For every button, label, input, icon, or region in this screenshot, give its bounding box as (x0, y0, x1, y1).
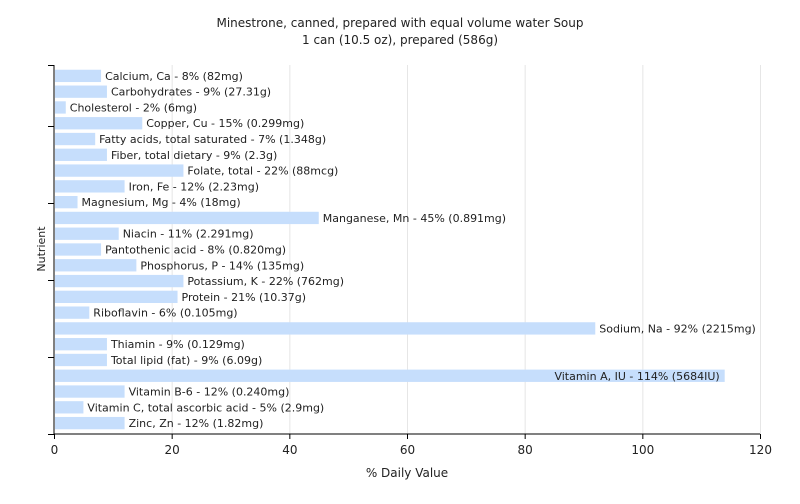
bar-label: Potassium, K - 22% (762mg) (187, 275, 344, 288)
x-ticks: 0 20 40 60 80 100 120 (51, 434, 772, 457)
bar-label: Manganese, Mn - 45% (0.891mg) (323, 212, 506, 225)
bar (55, 227, 119, 240)
bar (55, 274, 184, 288)
bar (55, 180, 125, 193)
bar-label: Iron, Fe - 12% (2.23mg) (129, 180, 259, 193)
bar (55, 338, 107, 351)
bar-label: Calcium, Ca - 8% (82mg) (105, 70, 243, 83)
bar-label: Phosphorus, P - 14% (135mg) (140, 259, 304, 272)
bar-label: Magnesium, Mg - 4% (18mg) (82, 196, 241, 209)
bar (55, 195, 78, 209)
bar (55, 290, 178, 304)
bars: Calcium, Ca - 8% (82mg) Carbohydrates - 9… (55, 69, 756, 430)
bar-label: Cholesterol - 2% (6mg) (70, 101, 197, 114)
bar-label: Carbohydrates - 9% (27.31g) (111, 86, 271, 99)
bar (55, 148, 107, 161)
chart-subtitle: 1 can (10.5 oz), prepared (586g) (302, 33, 498, 47)
x-tick-label: 0 (51, 443, 59, 457)
bar (55, 416, 125, 430)
x-tick-label: 80 (518, 443, 533, 457)
bar (55, 164, 184, 177)
bar-label: Folate, total - 22% (88mcg) (187, 165, 338, 178)
x-tick-label: 40 (282, 443, 297, 457)
x-tick-label: 100 (631, 443, 654, 457)
bar (55, 117, 143, 130)
bar (55, 353, 107, 367)
bar (55, 259, 137, 272)
bar-label: Protein - 21% (10.37g) (182, 291, 307, 304)
bar-label: Riboflavin - 6% (0.105mg) (93, 307, 237, 320)
x-axis-label: % Daily Value (366, 466, 448, 480)
bar (55, 369, 725, 382)
bar (55, 322, 596, 335)
bar (55, 69, 102, 83)
bar (55, 306, 90, 319)
y-axis-label: Nutrient (35, 226, 48, 272)
bar (55, 101, 66, 114)
bar-label: Zinc, Zn - 12% (1.82mg) (129, 417, 264, 430)
bar-label: Sodium, Na - 92% (2215mg) (599, 322, 756, 335)
bar-label: Fiber, total dietary - 9% (2.3g) (111, 149, 277, 162)
x-tick-label: 120 (749, 443, 772, 457)
bar (55, 132, 96, 146)
x-tick-label: 60 (400, 443, 415, 457)
bar-label: Pantothenic acid - 8% (0.820mg) (105, 244, 286, 257)
bar (55, 243, 102, 256)
bar-label: Vitamin C, total ascorbic acid - 5% (2.9… (87, 401, 324, 414)
bar (55, 385, 125, 398)
chart-title: Minestrone, canned, prepared with equal … (216, 16, 583, 30)
bar (55, 401, 84, 414)
bar-label: Total lipid (fat) - 9% (6.09g) (110, 354, 262, 367)
grid-lines (171, 65, 761, 434)
bar-label: Vitamin B-6 - 12% (0.240mg) (129, 386, 290, 399)
bar-label: Copper, Cu - 15% (0.299mg) (146, 117, 304, 130)
x-tick-label: 20 (165, 443, 180, 457)
bar-label: Vitamin A, IU - 114% (5684IU) (554, 370, 719, 383)
bar (55, 85, 107, 98)
bar (55, 211, 319, 225)
bar-label: Fatty acids, total saturated - 7% (1.348… (99, 133, 326, 146)
bar-label: Niacin - 11% (2.291mg) (123, 228, 254, 241)
bar-label: Thiamin - 9% (0.129mg) (110, 338, 245, 351)
